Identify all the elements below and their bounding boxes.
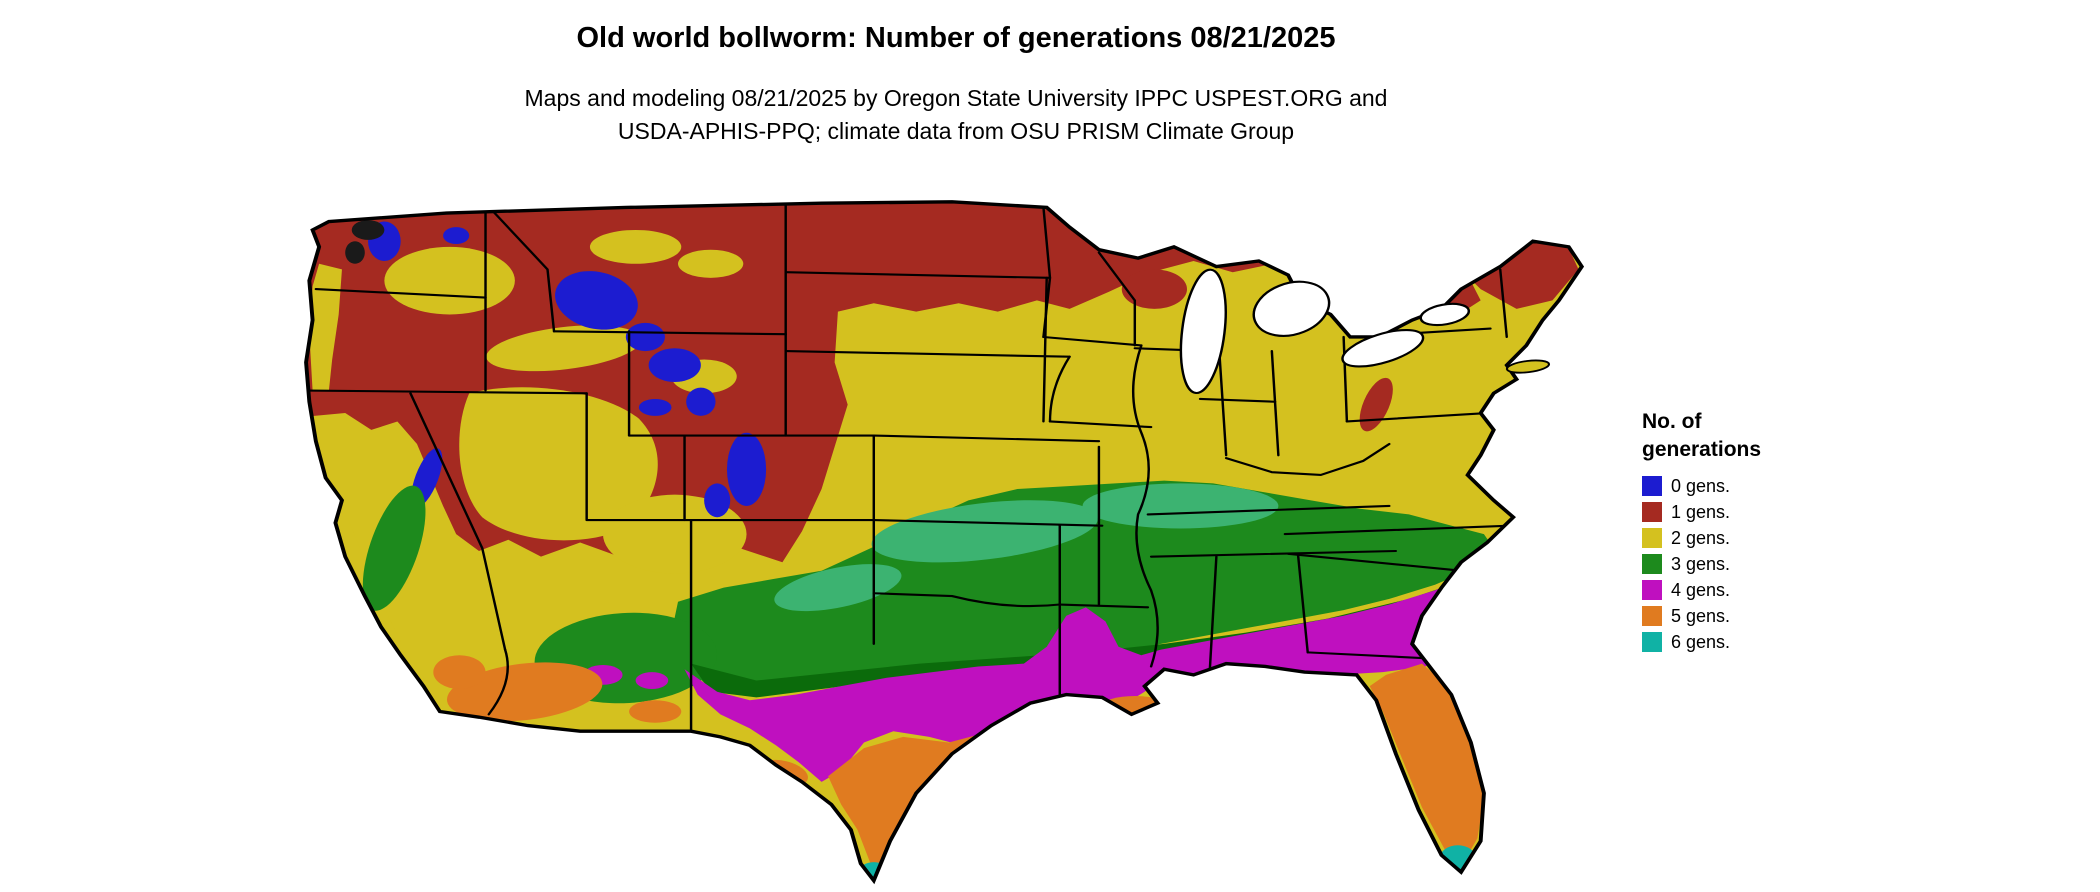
map-region-6-gens <box>859 845 1476 881</box>
long-island <box>1505 359 1551 374</box>
map-no-data-patches <box>345 220 385 264</box>
map-region-3-gens-light-shade <box>774 483 1279 612</box>
legend: No. of generations 0 gens. 1 gens. 2 gen… <box>1642 408 1761 655</box>
great-lakes <box>1179 268 1471 395</box>
legend-swatch-5-gens <box>1642 606 1662 626</box>
state-borders <box>306 201 1512 733</box>
legend-label-6-gens: 6 gens. <box>1671 632 1731 652</box>
legend-label-2-gens: 2 gens. <box>1671 528 1731 548</box>
map-subtitle-line2: USDA-APHIS-PPQ; climate data from OSU PR… <box>617 118 1295 144</box>
legend-item-0-gens: 0 gens. <box>1642 473 1761 499</box>
map-region-0-gens <box>368 221 767 518</box>
legend-swatch-0-gens <box>1642 476 1662 496</box>
map-title: Old world bollworm: Number of generation… <box>576 22 1336 54</box>
legend-item-1-gens: 1 gens. <box>1642 499 1761 525</box>
legend-label-1-gens: 1 gens. <box>1671 502 1731 522</box>
legend-label-5-gens: 5 gens. <box>1671 606 1731 626</box>
legend-title-line2: generations <box>1642 438 1762 461</box>
legend-item-5-gens: 5 gens. <box>1642 603 1761 629</box>
legend-item-4-gens: 4 gens. <box>1642 577 1761 603</box>
legend-title: No. of generations <box>1642 408 1761 464</box>
legend-swatch-6-gens <box>1642 632 1662 652</box>
legend-label-3-gens: 3 gens. <box>1671 554 1731 574</box>
legend-item-3-gens: 3 gens. <box>1642 551 1761 577</box>
map-subtitle: Maps and modeling 08/21/2025 by Oregon S… <box>525 82 1388 148</box>
legend-swatch-2-gens <box>1642 528 1662 548</box>
legend-title-line1: No. of <box>1642 410 1702 433</box>
map-container <box>296 182 1596 886</box>
legend-item-6-gens: 6 gens. <box>1642 629 1761 655</box>
legend-swatch-4-gens <box>1642 580 1662 600</box>
legend-swatch-3-gens <box>1642 554 1662 574</box>
legend-swatch-1-gens <box>1642 502 1662 522</box>
us-generations-map <box>304 200 1585 885</box>
legend-label-0-gens: 0 gens. <box>1671 476 1731 496</box>
legend-label-4-gens: 4 gens. <box>1671 580 1731 600</box>
map-subtitle-line1: Maps and modeling 08/21/2025 by Oregon S… <box>524 85 1388 111</box>
map-region-2-gens-patches <box>309 229 747 650</box>
legend-item-2-gens: 2 gens. <box>1642 525 1761 551</box>
